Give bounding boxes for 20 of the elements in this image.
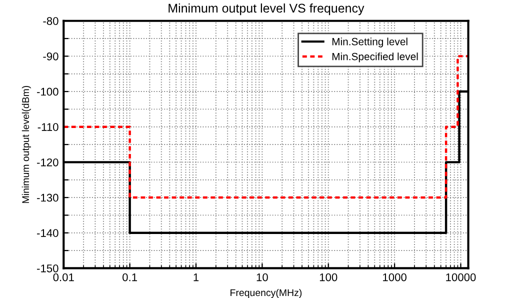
y-tick-label: -110 bbox=[38, 123, 58, 131]
x-tick-label: 0.01 bbox=[53, 273, 74, 282]
chart-title: Minimum output level VS frequency bbox=[168, 3, 364, 16]
x-tick-label: 0.1 bbox=[122, 273, 137, 282]
y-tick-label: -120 bbox=[37, 158, 58, 166]
x-tick-label: 10 bbox=[256, 273, 268, 282]
x-tick-label: 10000 bbox=[446, 273, 476, 282]
y-tick-label: -100 bbox=[37, 88, 58, 96]
y-tick-label: -90 bbox=[43, 52, 58, 60]
y-tick-label: -130 bbox=[37, 194, 58, 202]
legend-label: Min.Specified level bbox=[332, 52, 418, 62]
x-axis-title: Frequency(MHz) bbox=[230, 288, 302, 298]
y-axis-title: Minimum output level(dBm) bbox=[22, 86, 31, 203]
x-tick-label: 1 bbox=[194, 273, 199, 282]
x-tick-label: 100 bbox=[320, 273, 338, 282]
y-tick-label: -80 bbox=[43, 17, 58, 25]
y-tick-label: -140 bbox=[37, 229, 58, 237]
y-tick-label: -150 bbox=[37, 264, 58, 272]
legend-label: Min.Setting level bbox=[332, 38, 408, 48]
x-tick-label: 1000 bbox=[383, 273, 406, 282]
